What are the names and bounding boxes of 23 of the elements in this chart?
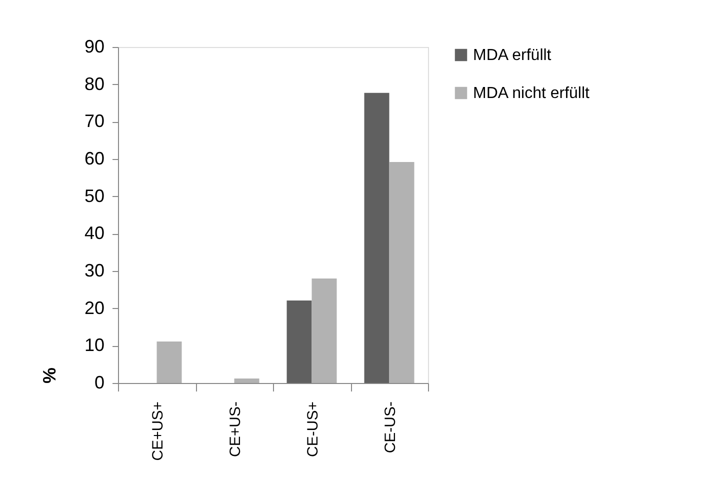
bar — [234, 378, 260, 383]
bar — [312, 278, 337, 383]
y-tick-label: 60 — [84, 148, 104, 168]
y-tick-label: 90 — [84, 36, 104, 56]
bar — [389, 162, 414, 383]
y-tick-label: 20 — [84, 298, 104, 318]
bar — [286, 300, 312, 383]
y-tick-label: 80 — [84, 74, 104, 94]
legend-label: MDA nicht erfüllt — [473, 85, 590, 102]
x-tick-label: CE+US- — [226, 402, 244, 457]
y-tick-label: 30 — [84, 260, 104, 280]
y-tick-label: 70 — [84, 111, 104, 132]
y-tick-label: 40 — [84, 223, 104, 244]
y-axis-title: % — [39, 367, 60, 384]
x-tick-label: CE+US+ — [149, 401, 166, 461]
y-tick-label: 0 — [94, 372, 104, 392]
legend-label: MDA erfüllt — [473, 47, 552, 64]
x-tick-label: CE-US+ — [304, 401, 322, 457]
bar — [156, 342, 182, 383]
x-tick-label: CE-US- — [382, 402, 399, 454]
y-tick-label: 10 — [84, 335, 104, 356]
bar — [364, 92, 390, 383]
y-tick-label: 50 — [84, 186, 104, 206]
